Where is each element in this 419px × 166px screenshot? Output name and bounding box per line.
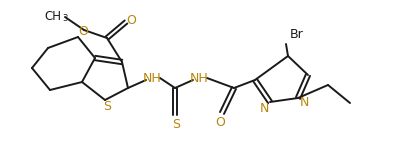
Text: NH: NH [190,72,208,84]
Text: S: S [172,119,180,131]
Text: Br: Br [290,28,304,41]
Text: O: O [78,25,88,38]
Text: CH: CH [44,9,61,23]
Text: O: O [126,13,136,27]
Text: O: O [215,117,225,129]
Text: 3: 3 [62,14,67,23]
Text: N: N [299,95,309,109]
Text: S: S [103,100,111,114]
Text: NH: NH [142,72,161,84]
Text: N: N [259,101,269,115]
